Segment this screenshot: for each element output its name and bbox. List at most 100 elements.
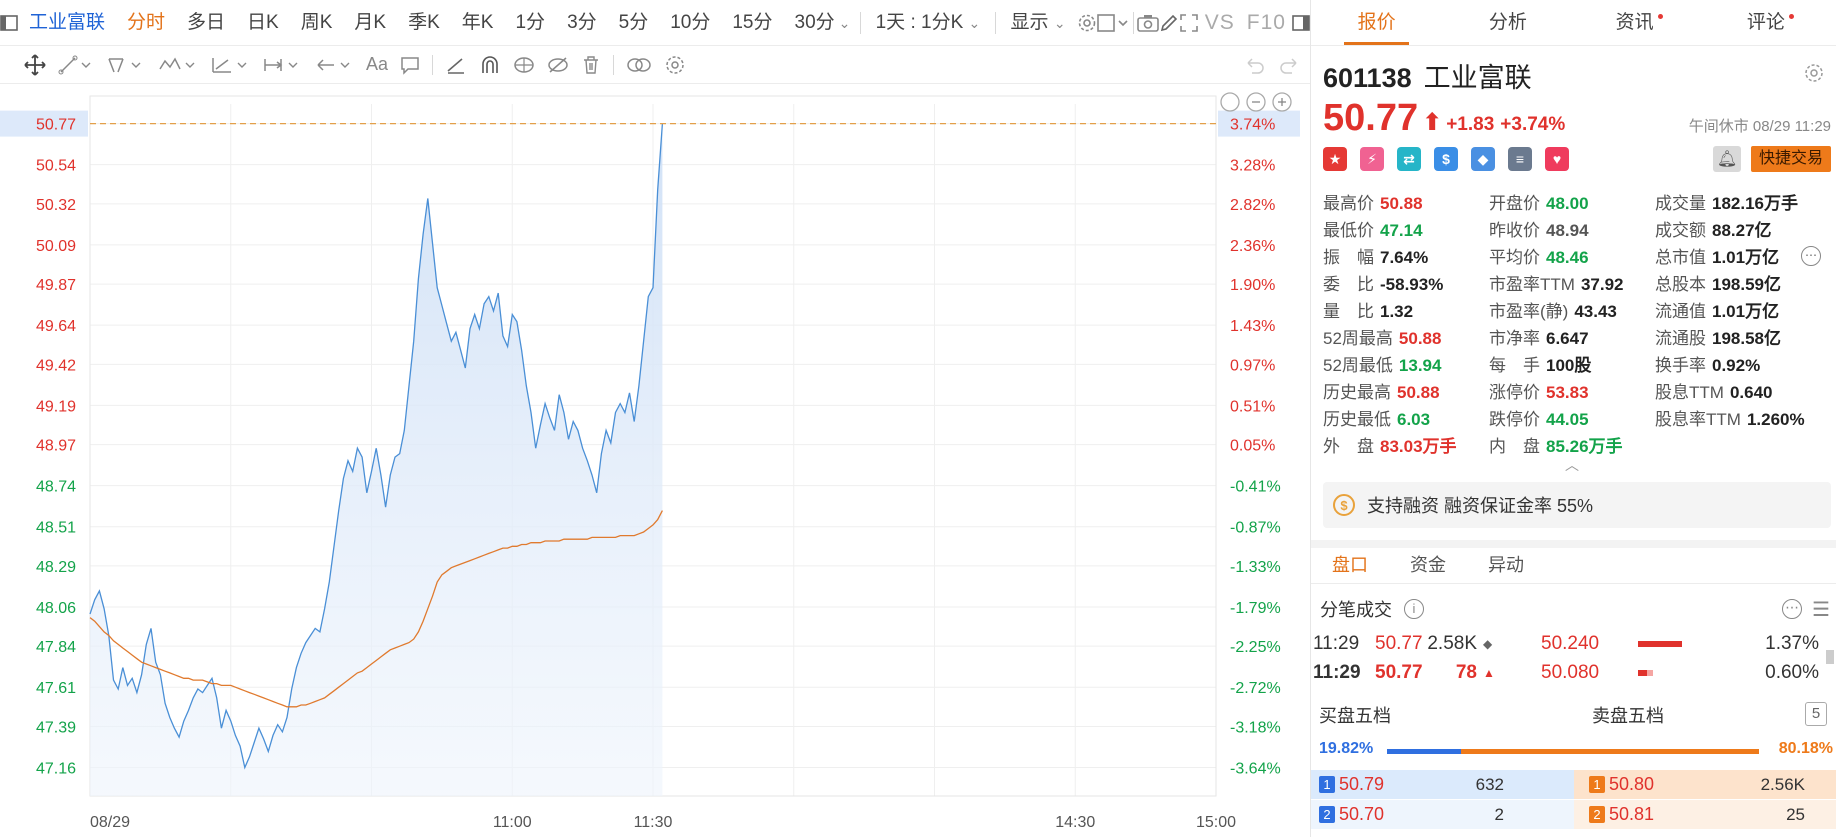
- panel-toggle-icon[interactable]: [1292, 0, 1310, 46]
- channel-tool-icon[interactable]: [100, 46, 152, 84]
- shuffle-icon[interactable]: ⇄: [1397, 147, 1421, 171]
- move-icon[interactable]: [0, 46, 52, 84]
- panel-tab[interactable]: 报价: [1311, 0, 1442, 45]
- drawing-toolbar: Aa: [0, 46, 1310, 84]
- measure-tool-icon[interactable]: [204, 46, 256, 84]
- stat-label: 成交额: [1655, 221, 1706, 240]
- tick-price: 50.77: [1375, 633, 1423, 654]
- dollar-icon[interactable]: $: [1434, 147, 1458, 171]
- period-tab[interactable]: 季K: [408, 11, 440, 33]
- info-icon[interactable]: i: [1404, 599, 1424, 619]
- collapse-icon[interactable]: ︿: [1565, 457, 1579, 473]
- period-tab[interactable]: 3分: [567, 11, 597, 33]
- wave-tool-icon[interactable]: [152, 46, 204, 84]
- period-tab[interactable]: 多日: [187, 11, 226, 33]
- panel-tab[interactable]: 评论: [1705, 0, 1836, 45]
- magnet-icon[interactable]: [473, 46, 507, 84]
- ask-volume: 2.56K: [1760, 775, 1805, 794]
- reset-zoom-icon[interactable]: [1220, 92, 1240, 112]
- stat-label: 平均价: [1489, 248, 1540, 267]
- range-tool-icon[interactable]: [256, 46, 308, 84]
- ask-level[interactable]: 1 50.80 2.56K: [1574, 770, 1836, 799]
- quick-trade-button[interactable]: 快捷交易: [1750, 146, 1831, 172]
- display-menu[interactable]: 显示 ⌄: [1000, 0, 1077, 46]
- tag-icon[interactable]: ◆: [1471, 147, 1495, 171]
- sub-tab[interactable]: 盘口: [1332, 555, 1368, 575]
- intraday-chart[interactable]: 50.77 50.54 50.32 50.09 49.87 49.64 49.42 49.19…: [0, 84, 1310, 837]
- zoom-in-icon[interactable]: [1272, 92, 1292, 112]
- price-tick-label: 48.51: [36, 520, 76, 537]
- price-tick-label: 49.87: [36, 277, 76, 294]
- text-tool-icon[interactable]: Aa: [366, 54, 389, 74]
- period-tab[interactable]: 15分: [732, 11, 773, 33]
- period-tab[interactable]: 10分: [670, 11, 711, 33]
- panel-tab-label: 资讯: [1615, 12, 1654, 33]
- last-price: 50.77: [1323, 97, 1419, 139]
- period-tab[interactable]: 5分: [618, 11, 649, 33]
- flag-icon[interactable]: ★: [1323, 147, 1347, 171]
- f10-button[interactable]: F10: [1246, 10, 1286, 34]
- price-tick-label: 50.09: [36, 238, 76, 255]
- arrow-tool-icon[interactable]: [308, 46, 360, 84]
- more-icon[interactable]: ⋯: [1801, 246, 1821, 266]
- pct-tick-label: 0.51%: [1230, 398, 1275, 415]
- redo-icon[interactable]: [1272, 46, 1310, 84]
- lock-drawings-icon[interactable]: [507, 46, 541, 84]
- bell-icon[interactable]: 🔔︎: [1712, 146, 1741, 172]
- order-book-header: 买盘五档 卖盘五档 5: [1319, 702, 1831, 728]
- bid-index: 1: [1319, 776, 1335, 793]
- levels-button[interactable]: 5: [1805, 702, 1827, 726]
- period-tab[interactable]: 分时: [127, 11, 166, 33]
- interval-select[interactable]: 1天 : 1分K ⌄: [865, 0, 992, 46]
- period-tab[interactable]: 30分: [794, 11, 835, 33]
- panel-tab[interactable]: 分析: [1442, 0, 1573, 45]
- camera-icon[interactable]: [1136, 0, 1159, 46]
- ask-level[interactable]: 2 50.81 25: [1574, 800, 1836, 829]
- undo-icon[interactable]: [1238, 46, 1272, 84]
- sell-ratio: 80.18%: [1778, 740, 1833, 757]
- stat-item: 历史最高 50.88: [1323, 379, 1489, 406]
- comment-tool-icon[interactable]: [394, 46, 426, 84]
- margin-info: $ 支持融资 融资保证金率 55%: [1323, 482, 1831, 528]
- link-icon[interactable]: [620, 46, 658, 84]
- settings-icon[interactable]: [1077, 0, 1097, 46]
- bid-level[interactable]: 2 50.70 2: [1311, 800, 1574, 829]
- period-tab[interactable]: 月K: [354, 11, 387, 33]
- stock-name-tab[interactable]: 工业富联: [29, 11, 106, 33]
- stat-value: 85.26万手: [1546, 437, 1623, 456]
- ruler-icon[interactable]: [439, 46, 473, 84]
- hide-drawings-icon[interactable]: [541, 46, 575, 84]
- sidebar-toggle-icon[interactable]: [0, 0, 18, 46]
- price-change: +1.83: [1446, 114, 1495, 135]
- period-tab[interactable]: 周K: [300, 11, 333, 33]
- layout-select-icon[interactable]: [1096, 0, 1129, 46]
- bid-level[interactable]: 1 50.79 632: [1311, 770, 1574, 799]
- pct-tick-label: -1.79%: [1230, 600, 1281, 617]
- period-tab[interactable]: 1分: [515, 11, 546, 33]
- sub-tab[interactable]: 资金: [1410, 555, 1446, 575]
- pencil-icon[interactable]: [1159, 0, 1179, 46]
- scrollbar[interactable]: [1826, 650, 1834, 664]
- drawing-settings-icon[interactable]: [658, 46, 692, 84]
- sub-tab[interactable]: 异动: [1488, 555, 1524, 575]
- ask-price: 50.81: [1609, 804, 1655, 824]
- chevron-down-icon[interactable]: ⌄: [838, 14, 851, 31]
- period-tab[interactable]: 年K: [461, 11, 494, 33]
- zoom-out-icon[interactable]: [1246, 92, 1266, 112]
- flash-icon[interactable]: ⚡: [1360, 147, 1384, 171]
- period-tab[interactable]: 日K: [247, 11, 279, 33]
- fullscreen-icon[interactable]: [1179, 0, 1199, 46]
- ticks-title: 分笔成交: [1320, 600, 1392, 620]
- stat-value: 1.01万亿: [1712, 248, 1780, 267]
- more-options-icon[interactable]: ⋯: [1782, 599, 1803, 619]
- ask-volume: 25: [1786, 805, 1805, 824]
- list-view-icon[interactable]: ☰: [1812, 598, 1830, 621]
- line-tool-icon[interactable]: [52, 46, 100, 84]
- panel-settings-icon[interactable]: [1803, 62, 1825, 89]
- stat-label: 跌停价: [1489, 410, 1540, 429]
- heart-icon[interactable]: ♥: [1545, 147, 1569, 171]
- delete-icon[interactable]: [575, 46, 607, 84]
- compare-button[interactable]: VS: [1204, 10, 1235, 34]
- panel-tab[interactable]: 资讯: [1574, 0, 1705, 45]
- note-icon[interactable]: ≡: [1508, 147, 1532, 171]
